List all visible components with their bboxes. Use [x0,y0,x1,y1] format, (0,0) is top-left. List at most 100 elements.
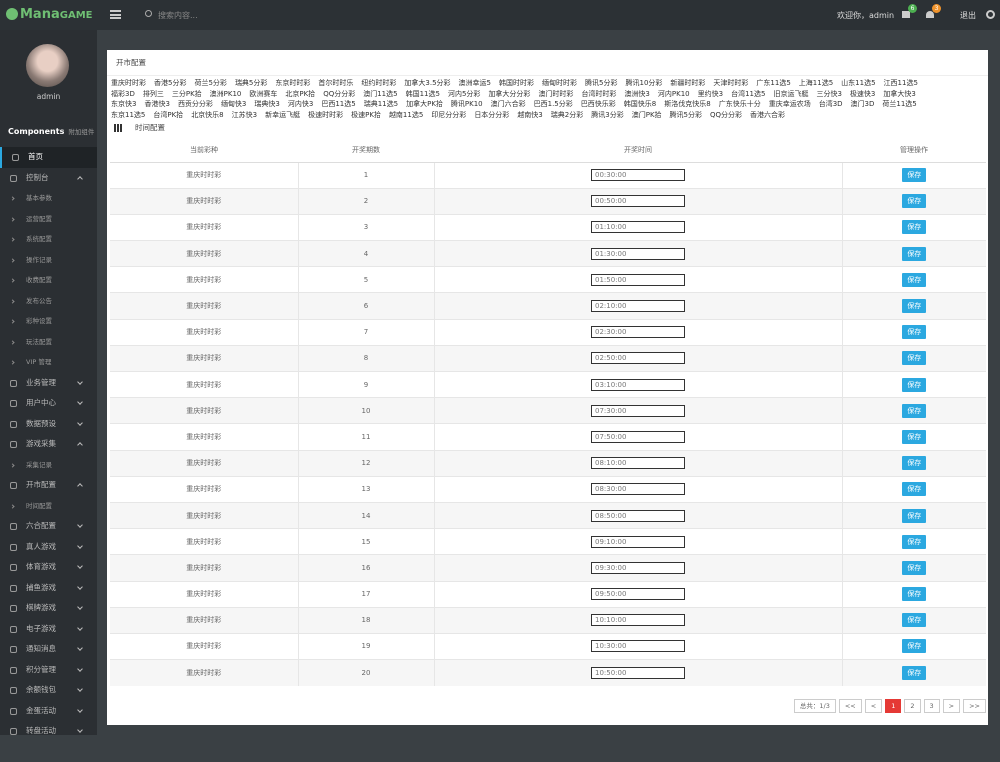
submenu-item[interactable]: 基本参数 [0,188,97,209]
save-button[interactable]: 保存 [902,482,927,497]
lottery-link[interactable]: 西贡分分彩 [177,100,213,108]
time-input[interactable]: 01:10:00 [591,221,685,234]
submenu-item[interactable]: 玩法配置 [0,332,97,353]
page-button[interactable]: 3 [923,699,940,713]
lottery-link[interactable]: 韩国11选5 [405,89,440,98]
lottery-link[interactable]: 台湾PK拾 [153,110,184,119]
time-input[interactable]: 10:10:00 [591,614,685,627]
lottery-link[interactable]: 日本分分彩 [474,110,510,119]
logo[interactable]: ManaGAME [6,7,92,22]
lottery-link[interactable]: 瑞典11选5 [363,100,399,108]
lottery-link[interactable]: 香港5分彩 [154,79,187,87]
settings-icon[interactable] [986,10,995,19]
save-button[interactable]: 保存 [902,168,927,183]
menu-item[interactable]: 真人游戏 [0,537,97,558]
lottery-link[interactable]: 广东快乐十分 [718,100,761,108]
save-button[interactable]: 保存 [902,299,927,314]
lottery-link[interactable]: 加拿大3.5分彩 [404,79,451,87]
lottery-link[interactable]: 腾讯10分彩 [625,79,663,87]
submenu-item[interactable]: 操作记录 [0,250,97,271]
lottery-link[interactable]: 澳洲快3 [624,89,650,98]
lottery-link[interactable]: 巴西快乐彩 [580,100,616,108]
lottery-link[interactable]: 香港六合彩 [750,110,786,119]
lottery-link[interactable]: 越南11选5 [388,110,424,119]
lottery-link[interactable]: 北京PK拾 [285,89,316,98]
lottery-link[interactable]: 极速PK拾 [351,110,381,119]
lottery-link[interactable]: 山东11选5 [841,79,876,87]
page-button[interactable]: > [942,699,961,713]
lottery-link[interactable]: 台湾11选5 [731,89,766,98]
lottery-link[interactable]: 福彩3D [111,89,135,98]
lottery-link[interactable]: 台湾时时彩 [581,89,617,98]
time-input[interactable]: 10:30:00 [591,640,685,653]
lottery-link[interactable]: 江苏快3 [231,110,258,119]
lottery-link[interactable]: 新疆时时彩 [670,79,706,87]
lottery-link[interactable]: 广东11选5 [756,79,791,87]
save-button[interactable]: 保存 [902,508,927,523]
lottery-link[interactable]: 腾讯3分彩 [591,110,624,119]
save-button[interactable]: 保存 [902,456,927,471]
submenu-item[interactable]: 时间配置 [0,496,97,517]
lottery-link[interactable]: 江西11选5 [883,79,918,87]
menu-item[interactable]: 控制台 [0,168,97,189]
save-button[interactable]: 保存 [902,272,927,287]
save-button[interactable]: 保存 [902,429,927,444]
time-input[interactable]: 08:30:00 [591,483,685,496]
lottery-link[interactable]: 加拿大分分彩 [488,89,531,98]
time-input[interactable]: 07:50:00 [591,430,685,443]
lottery-link[interactable]: 极速快3 [849,89,876,98]
time-input[interactable]: 02:50:00 [591,352,685,365]
time-input[interactable]: 02:30:00 [591,326,685,339]
lottery-link[interactable]: 腾讯PK10 [450,100,483,108]
submenu-item[interactable]: 系统配置 [0,229,97,250]
menu-toggle[interactable] [110,10,121,19]
page-button[interactable]: >> [963,699,986,713]
lottery-link[interactable]: 澳洲PK10 [209,89,242,98]
save-button[interactable]: 保存 [902,665,927,680]
submenu-item[interactable]: VIP 管理 [0,352,97,373]
page-button[interactable]: < [864,699,883,713]
lottery-link[interactable]: 河内5分彩 [447,89,481,98]
lottery-link[interactable]: 瑞典快3 [254,100,280,108]
time-input[interactable]: 07:30:00 [591,404,685,417]
time-input[interactable]: 10:50:00 [591,666,685,679]
lottery-link[interactable]: 首尔时时乐 [318,79,354,87]
lottery-link[interactable]: 腾讯5分彩 [585,79,618,87]
lottery-link[interactable]: 澳门PK拾 [631,110,662,119]
save-button[interactable]: 保存 [902,639,927,654]
time-input[interactable]: 01:30:00 [591,247,685,260]
lottery-link[interactable]: 北京快乐8 [191,110,224,119]
lottery-link[interactable]: 上海11选5 [798,79,834,87]
lottery-link[interactable]: QQ分分彩 [323,89,356,98]
menu-item[interactable]: 首页 [0,147,97,168]
lottery-link[interactable]: 荷兰11选5 [882,100,917,108]
lottery-link[interactable]: 澳门六合彩 [490,100,526,108]
lottery-link[interactable]: 澳门11选5 [363,89,398,98]
submenu-item[interactable]: 采集记录 [0,455,97,476]
lottery-link[interactable]: 韩国快乐8 [623,100,657,108]
time-input[interactable]: 01:50:00 [591,273,685,286]
save-button[interactable]: 保存 [902,377,927,392]
lottery-link[interactable]: 腾讯5分彩 [669,110,702,119]
menu-item[interactable]: 六合配置 [0,516,97,537]
lottery-link[interactable]: 瑞典5分彩 [234,79,268,87]
menu-item[interactable]: 通知消息 [0,639,97,660]
mail-icon[interactable] [902,11,910,18]
menu-item[interactable]: 棋牌游戏 [0,598,97,619]
lottery-link[interactable]: 瑞典2分彩 [550,110,584,119]
time-input[interactable]: 09:10:00 [591,535,685,548]
lottery-link[interactable]: QQ分分彩 [710,110,743,119]
logout[interactable]: 退出 [960,11,976,20]
lottery-link[interactable]: 韩国时时彩 [499,79,535,87]
tab[interactable]: 时间配置 [113,122,165,134]
lottery-link[interactable]: 排列三 [142,89,164,98]
submenu-item[interactable]: 运营配置 [0,209,97,230]
lottery-link[interactable]: 澳门时时彩 [538,89,574,98]
save-button[interactable]: 保存 [902,246,927,261]
lottery-link[interactable]: 东京11选5 [111,110,146,119]
menu-item[interactable]: 游戏采集 [0,434,97,455]
time-input[interactable]: 09:30:00 [591,561,685,574]
lottery-link[interactable]: 缅甸时时彩 [542,79,578,87]
menu-item[interactable]: 业务管理 [0,373,97,394]
lottery-link[interactable]: 旧京运飞艇 [773,89,809,98]
